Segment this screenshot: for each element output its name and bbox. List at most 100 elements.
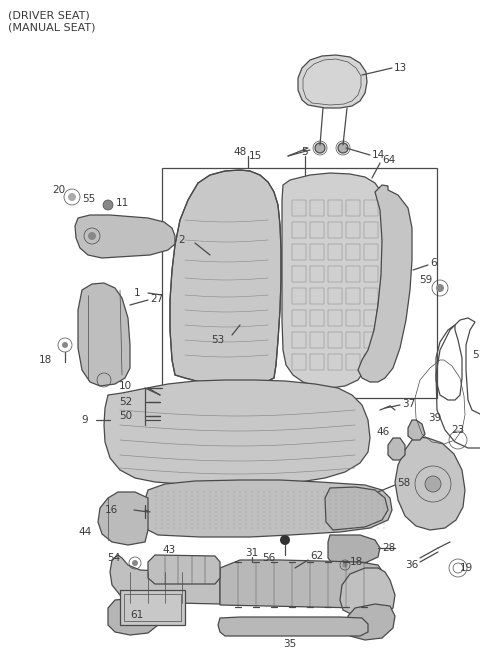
Text: 27: 27	[150, 294, 163, 304]
Bar	[310, 354, 324, 370]
Bar	[310, 222, 324, 238]
Text: 46: 46	[377, 427, 390, 437]
Text: 35: 35	[283, 639, 297, 649]
Text: 6: 6	[430, 258, 437, 268]
Bar	[124, 594, 181, 621]
Text: 13: 13	[394, 63, 407, 73]
Text: 18: 18	[350, 557, 363, 567]
Bar	[364, 310, 378, 326]
Bar	[364, 266, 378, 282]
Bar	[292, 310, 306, 326]
Text: 1: 1	[133, 288, 140, 298]
Bar	[328, 266, 342, 282]
Polygon shape	[388, 438, 405, 460]
Bar	[292, 222, 306, 238]
Bar	[328, 332, 342, 348]
Bar	[328, 354, 342, 370]
Polygon shape	[110, 555, 220, 604]
Circle shape	[68, 193, 76, 201]
Text: 56: 56	[262, 553, 275, 563]
Text: 55: 55	[82, 194, 95, 204]
Text: 9: 9	[82, 415, 88, 425]
Bar	[310, 266, 324, 282]
Text: 50: 50	[119, 411, 132, 421]
Circle shape	[436, 284, 444, 292]
Text: 20: 20	[52, 185, 65, 195]
Text: 39: 39	[428, 413, 441, 423]
Bar	[364, 288, 378, 304]
Text: 43: 43	[162, 545, 175, 555]
Polygon shape	[98, 492, 148, 545]
Bar	[346, 222, 360, 238]
Polygon shape	[218, 617, 368, 636]
Text: 18: 18	[39, 355, 52, 365]
Polygon shape	[395, 437, 465, 530]
Text: (DRIVER SEAT): (DRIVER SEAT)	[8, 11, 90, 21]
Bar	[310, 332, 324, 348]
Text: 5: 5	[302, 147, 308, 157]
Bar	[328, 310, 342, 326]
Text: 54: 54	[107, 553, 120, 563]
Bar	[328, 288, 342, 304]
Polygon shape	[78, 283, 130, 386]
Text: 2: 2	[179, 235, 185, 245]
Polygon shape	[145, 480, 392, 537]
Polygon shape	[108, 598, 160, 635]
Bar	[364, 222, 378, 238]
Bar	[346, 266, 360, 282]
Text: 15: 15	[249, 151, 262, 161]
Polygon shape	[282, 173, 385, 388]
Bar	[292, 332, 306, 348]
Text: 16: 16	[105, 505, 118, 515]
Bar	[328, 244, 342, 260]
Polygon shape	[328, 535, 380, 564]
Bar	[364, 200, 378, 216]
Polygon shape	[170, 170, 281, 388]
Bar	[364, 244, 378, 260]
Polygon shape	[148, 555, 220, 584]
Bar	[292, 200, 306, 216]
Circle shape	[425, 476, 441, 492]
Polygon shape	[104, 380, 370, 484]
Text: 62: 62	[310, 551, 323, 561]
Bar	[310, 200, 324, 216]
Bar	[364, 332, 378, 348]
Text: 51: 51	[472, 350, 480, 360]
Bar	[292, 354, 306, 370]
Text: 31: 31	[245, 548, 259, 558]
Bar	[120, 590, 185, 625]
Polygon shape	[220, 560, 385, 608]
Circle shape	[338, 143, 348, 153]
Text: 28: 28	[382, 543, 395, 553]
Polygon shape	[408, 420, 425, 440]
Text: 64: 64	[382, 155, 395, 165]
Bar	[310, 288, 324, 304]
Bar	[292, 266, 306, 282]
Text: (MANUAL SEAT): (MANUAL SEAT)	[8, 23, 96, 33]
Bar	[310, 310, 324, 326]
Bar	[346, 354, 360, 370]
Polygon shape	[340, 568, 395, 618]
Polygon shape	[358, 185, 412, 382]
Text: 23: 23	[451, 425, 465, 435]
Text: 37: 37	[402, 399, 415, 409]
Polygon shape	[325, 487, 388, 530]
Text: 59: 59	[419, 275, 432, 285]
Text: 61: 61	[130, 610, 143, 620]
Bar	[346, 310, 360, 326]
Circle shape	[103, 200, 113, 210]
Circle shape	[132, 560, 138, 566]
Bar	[346, 200, 360, 216]
Text: 10: 10	[119, 381, 132, 391]
Polygon shape	[298, 55, 367, 108]
Text: 14: 14	[372, 150, 385, 160]
Polygon shape	[75, 215, 175, 258]
Bar	[346, 332, 360, 348]
Circle shape	[315, 143, 325, 153]
Circle shape	[88, 232, 96, 240]
Bar	[364, 354, 378, 370]
Circle shape	[343, 563, 348, 567]
Circle shape	[62, 342, 68, 348]
Bar	[346, 244, 360, 260]
Text: 53: 53	[211, 335, 224, 345]
